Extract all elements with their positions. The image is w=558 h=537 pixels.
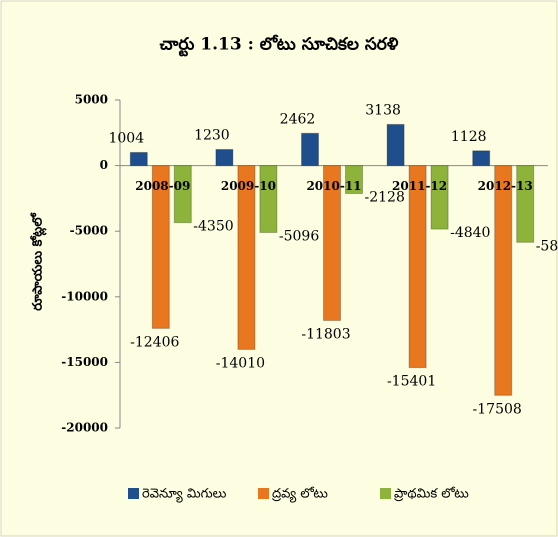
bar (516, 165, 535, 243)
legend-swatch (258, 488, 269, 499)
y-tick-label: -15000 (61, 355, 108, 369)
y-tick-label: -10000 (61, 289, 108, 303)
bar (408, 165, 427, 369)
bar (301, 132, 319, 167)
bar (472, 150, 491, 167)
data-label: -12406 (130, 334, 179, 350)
x-tick-label: 2010-11 (306, 179, 361, 193)
legend-label: ద్రవ్య లోటు (271, 487, 328, 504)
legend-label: రెవెన్యూ మిగులు (142, 487, 227, 504)
data-label: -5846 (536, 238, 558, 254)
legend-swatch (380, 488, 391, 499)
data-label: -15401 (387, 374, 436, 390)
data-label: 1128 (451, 129, 487, 145)
bar (323, 165, 341, 321)
y-tick-label: 5000 (75, 93, 108, 107)
data-label: -14010 (216, 355, 265, 371)
legend-label: ప్రాథమిక లోటు (393, 487, 469, 502)
data-label: 1230 (194, 127, 230, 143)
data-label: 1004 (108, 130, 144, 146)
data-label: -4840 (450, 225, 490, 241)
data-label: -4350 (193, 219, 233, 235)
bar (237, 165, 256, 350)
x-tick-label: 2008-09 (135, 179, 190, 193)
legend-swatch (128, 488, 139, 499)
x-tick-label: 2012-13 (478, 179, 533, 193)
data-label: -5096 (279, 228, 319, 244)
bar (430, 165, 449, 230)
bar (345, 165, 363, 195)
data-label: -11803 (301, 326, 350, 342)
bar (129, 151, 148, 167)
chart-title: చార్టు 1.13 : లోటు సూచికల సరళి (160, 35, 399, 57)
x-tick-label: 2011-12 (392, 179, 447, 193)
data-label: -2128 (365, 190, 405, 206)
data-label: -17508 (473, 401, 522, 417)
bar (259, 165, 278, 233)
bar (215, 148, 234, 167)
data-label: 2462 (280, 111, 316, 127)
bar (386, 123, 405, 167)
data-label: 3138 (365, 102, 401, 118)
y-axis-label: రూపాయలు కోట్లలో (30, 212, 48, 311)
y-tick-label: -20000 (61, 421, 108, 435)
bar (494, 165, 513, 396)
bar (151, 165, 170, 329)
x-tick-label: 2009-10 (221, 179, 276, 193)
y-tick-label: 0 (100, 158, 108, 172)
y-tick-label: -5000 (70, 224, 108, 238)
bar (173, 165, 192, 224)
